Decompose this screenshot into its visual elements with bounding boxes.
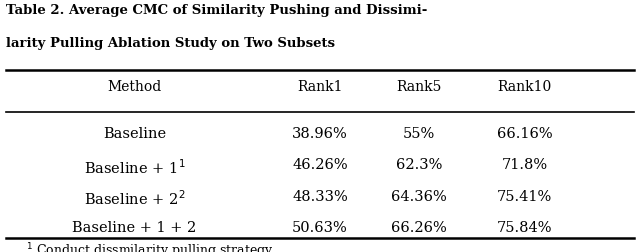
Text: 64.36%: 64.36% xyxy=(391,189,447,203)
Text: Baseline + 1 + 2: Baseline + 1 + 2 xyxy=(72,220,196,234)
Text: Baseline + 1$^{1}$: Baseline + 1$^{1}$ xyxy=(84,158,185,176)
Text: 50.63%: 50.63% xyxy=(292,220,348,234)
Text: Rank10: Rank10 xyxy=(498,79,552,93)
Text: Method: Method xyxy=(108,79,161,93)
Text: Table 2. Average CMC of Similarity Pushing and Dissimi-: Table 2. Average CMC of Similarity Pushi… xyxy=(6,4,428,17)
Text: 55%: 55% xyxy=(403,126,435,140)
Text: 38.96%: 38.96% xyxy=(292,126,348,140)
Text: 66.26%: 66.26% xyxy=(391,220,447,234)
Text: Baseline + 2$^{2}$: Baseline + 2$^{2}$ xyxy=(84,189,185,208)
Text: 62.3%: 62.3% xyxy=(396,158,442,171)
Text: 75.84%: 75.84% xyxy=(497,220,552,234)
Text: 48.33%: 48.33% xyxy=(292,189,348,203)
Text: 71.8%: 71.8% xyxy=(502,158,548,171)
Text: 66.16%: 66.16% xyxy=(497,126,552,140)
Text: larity Pulling Ablation Study on Two Subsets: larity Pulling Ablation Study on Two Sub… xyxy=(6,37,335,49)
Text: Baseline: Baseline xyxy=(103,126,166,140)
Text: $^1$ Conduct dissmilarity pulling strategy: $^1$ Conduct dissmilarity pulling strate… xyxy=(26,241,273,252)
Text: 75.41%: 75.41% xyxy=(497,189,552,203)
Text: Rank5: Rank5 xyxy=(397,79,442,93)
Text: 46.26%: 46.26% xyxy=(292,158,348,171)
Text: Rank1: Rank1 xyxy=(297,79,343,93)
